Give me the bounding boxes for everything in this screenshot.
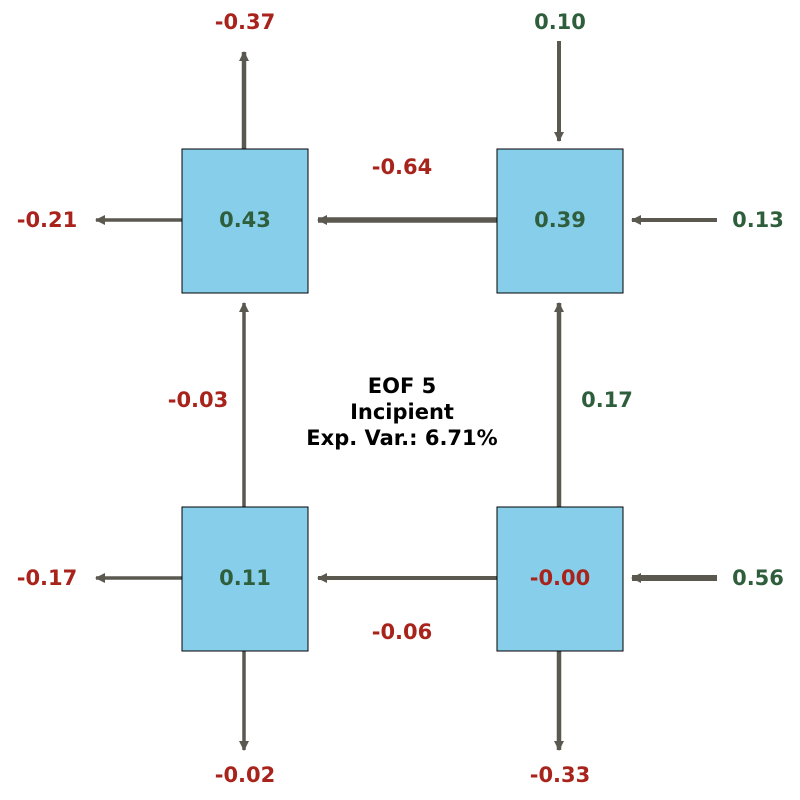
diagram-title: EOF 5 Incipient Exp. Var.: 6.71%	[306, 374, 497, 450]
flow-label-br-to-bl: -0.06	[372, 620, 433, 644]
boxes-layer	[181, 148, 624, 652]
flow-label-tr-in-top: 0.10	[534, 10, 586, 34]
flow-label-br-to-tr: 0.17	[581, 388, 633, 412]
flow-label-tl-out-left: -0.21	[17, 208, 78, 232]
box-top-left	[181, 148, 309, 294]
box-value-top-left: 0.43	[219, 208, 271, 232]
flow-label-bl-out-left: -0.17	[17, 566, 78, 590]
box-value-top-right: 0.39	[534, 208, 586, 232]
box-value-bottom-left: 0.11	[219, 566, 271, 590]
flow-label-tl-out-top: -0.37	[215, 10, 276, 34]
title-line-3: Exp. Var.: 6.71%	[306, 426, 497, 450]
title-line-1: EOF 5	[368, 374, 436, 398]
flow-label-br-in-right: 0.56	[732, 566, 784, 590]
arrows-layer	[95, 41, 717, 751]
box-labels: 0.43 0.39 0.11 -0.00	[219, 208, 590, 590]
box-value-bottom-right: -0.00	[530, 566, 591, 590]
flow-label-bl-out-bottom: -0.02	[215, 763, 276, 787]
box-bottom-left	[181, 506, 309, 652]
flow-label-tr-to-tl: -0.64	[372, 155, 433, 179]
title-line-2: Incipient	[350, 400, 454, 424]
flow-labels: -0.37 -0.21 0.10 0.13 -0.64 -0.03 0.17 -…	[17, 10, 784, 787]
box-bottom-right	[496, 506, 624, 652]
flow-label-br-out-bottom: -0.33	[530, 763, 591, 787]
flow-label-tr-in-right: 0.13	[732, 208, 784, 232]
flow-label-bl-to-tl: -0.03	[168, 388, 229, 412]
box-top-right	[496, 148, 624, 294]
